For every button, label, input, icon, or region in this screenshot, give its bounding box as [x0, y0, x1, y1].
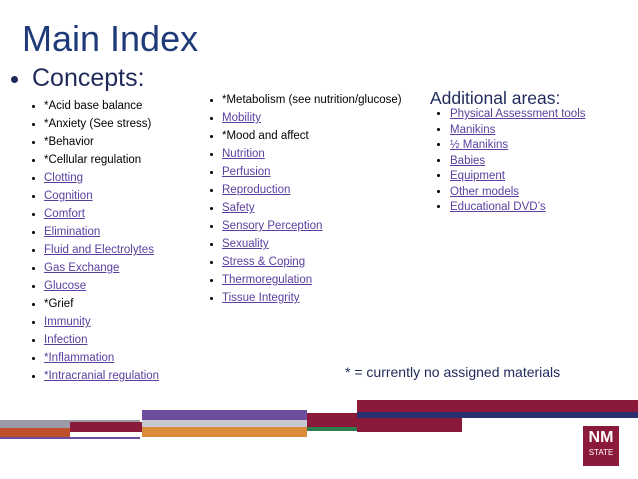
concepts-heading-list: Concepts:	[32, 64, 145, 93]
item-link[interactable]: Manikins	[450, 123, 496, 136]
item-link[interactable]: Mobility	[222, 112, 261, 124]
list-item: *Inflammation	[44, 349, 192, 367]
list-item: Thermoregulation	[222, 271, 425, 289]
band	[0, 428, 70, 437]
item-text: *Anxiety (See stress)	[44, 118, 152, 130]
list-item: Reproduction	[222, 181, 425, 199]
list-item: *Intracranial regulation	[44, 367, 192, 385]
item-link[interactable]: Reproduction	[222, 184, 291, 196]
concept-list: *Acid base balance *Anxiety (See stress) *…	[22, 97, 192, 385]
list-item: Sensory Perception	[222, 217, 425, 235]
item-link[interactable]: *Intracranial regulation	[44, 370, 160, 382]
logo-text: STATE	[588, 448, 614, 457]
item-link[interactable]: Thermoregulation	[222, 274, 313, 286]
list-item: ½ Manikins	[450, 138, 630, 154]
item-text: *Acid base balance	[44, 100, 143, 112]
item-link[interactable]: Babies	[450, 154, 486, 167]
list-item: *Grief	[44, 295, 192, 313]
band	[0, 437, 140, 439]
item-link[interactable]: Educational DVD’s	[450, 201, 546, 213]
item-link[interactable]: Tissue Integrity	[222, 292, 300, 304]
list-item: Equipment	[450, 169, 630, 185]
list-item: Stress & Coping	[222, 253, 425, 271]
list-item: Perfusion	[222, 163, 425, 181]
band	[357, 412, 638, 418]
item-link[interactable]: Immunity	[44, 316, 91, 328]
list-item: *Anxiety (See stress)	[44, 115, 192, 133]
list-item: Physical Assessment tools	[450, 107, 630, 123]
item-link[interactable]: Perfusion	[222, 166, 271, 178]
item-link[interactable]: Stress & Coping	[222, 256, 306, 268]
list-item: Tissue Integrity	[222, 289, 425, 307]
title: Main Index	[22, 18, 199, 59]
band	[357, 418, 462, 432]
band	[70, 422, 142, 432]
item-link[interactable]: Sensory Perception	[222, 220, 323, 232]
item-text: *Cellular regulation	[44, 154, 142, 166]
list-item: *Metabolism (see nutrition/glucose)	[222, 91, 425, 109]
item-text: *Behavior	[44, 136, 94, 148]
list-item: *Cellular regulation	[44, 151, 192, 169]
item-link[interactable]: Glucose	[44, 280, 87, 292]
list-item: Manikins	[450, 123, 630, 139]
band	[307, 413, 357, 427]
item-link[interactable]: Other models	[450, 185, 520, 198]
list-item: Immunity	[44, 313, 192, 331]
concept-list: *Metabolism (see nutrition/glucose) Mobil…	[200, 91, 425, 307]
item-link[interactable]: Equipment	[450, 170, 505, 182]
list-item: Glucose	[44, 277, 192, 295]
list-item: Other models	[450, 185, 630, 201]
list-item: Safety	[222, 199, 425, 217]
item-link[interactable]: Comfort	[44, 208, 85, 220]
list-item: Clotting	[44, 169, 192, 187]
list-item: *Behavior	[44, 133, 192, 151]
logo: NM STATE	[583, 426, 619, 466]
item-text: *Metabolism (see nutrition/glucose)	[222, 94, 402, 106]
item-link[interactable]: ½ Manikins	[450, 139, 509, 151]
additional-heading: Additional areas:	[430, 88, 561, 108]
band	[142, 427, 307, 437]
item-link[interactable]: Physical Assessment tools	[450, 108, 586, 120]
band	[307, 427, 357, 431]
band	[357, 400, 638, 412]
list-item: *Mood and affect	[222, 127, 425, 145]
list-item: Nutrition	[222, 145, 425, 163]
list-item: Mobility	[222, 109, 425, 127]
band	[142, 410, 307, 420]
list-item: Babies	[450, 154, 630, 170]
list-item: Cognition	[44, 187, 192, 205]
item-link[interactable]: *Inflammation	[44, 352, 115, 364]
band	[142, 420, 307, 427]
additional-list: Physical Assessment tools Manikins ½ Manik…	[430, 107, 630, 216]
list-item: Comfort	[44, 205, 192, 223]
list-item: Infection	[44, 331, 192, 349]
list-item: Educational DVD’s	[450, 200, 630, 216]
list-item: Gas Exchange	[44, 259, 192, 277]
item-link[interactable]: Cognition	[44, 190, 93, 202]
item-link[interactable]: Clotting	[44, 172, 83, 184]
item-text: *Mood and affect	[222, 130, 309, 142]
list-item: Sexuality	[222, 235, 425, 253]
list-item: Elimination	[44, 223, 192, 241]
item-link[interactable]: Nutrition	[222, 148, 265, 160]
logo-text: NM	[588, 429, 614, 446]
list-item: Fluid and Electrolytes	[44, 241, 192, 259]
item-link[interactable]: Elimination	[44, 226, 101, 238]
item-link[interactable]: Sexuality	[222, 238, 269, 250]
item-link[interactable]: Safety	[222, 202, 255, 214]
list-item: *Acid base balance	[44, 97, 192, 115]
item-link[interactable]: Infection	[44, 334, 88, 346]
item-link[interactable]: Gas Exchange	[44, 262, 120, 274]
item-link[interactable]: Fluid and Electrolytes	[44, 244, 154, 256]
concepts-heading: Concepts:	[32, 64, 145, 93]
item-text: *Grief	[44, 298, 74, 310]
footnote: * = currently no assigned materials	[345, 364, 561, 380]
